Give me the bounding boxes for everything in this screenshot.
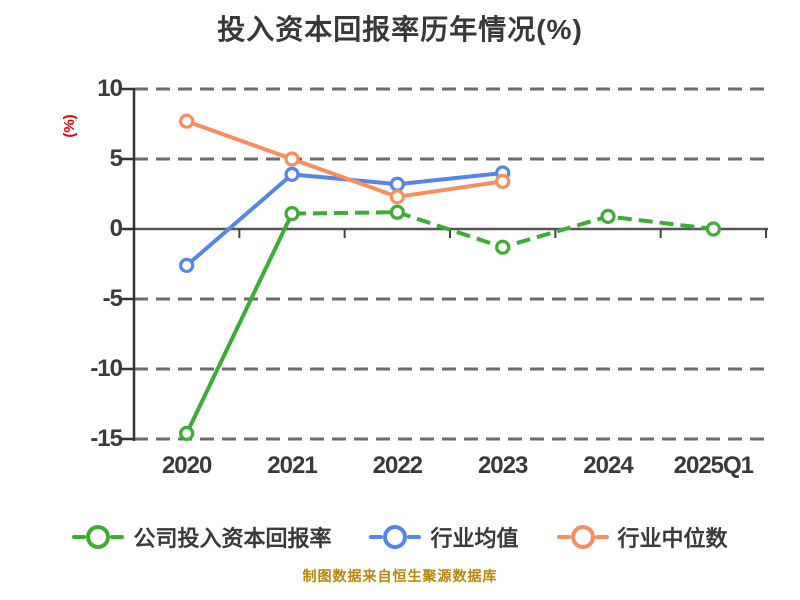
x-tick-label: 2024 — [583, 452, 633, 479]
data-point-marker — [284, 166, 300, 182]
legend-line-icon — [407, 535, 422, 539]
legend-item-company-roic: 公司投入资本回报率 — [72, 521, 331, 553]
data-point-marker — [705, 221, 721, 237]
x-tick-label: 2022 — [372, 452, 423, 479]
y-tick-label: -10 — [90, 355, 123, 382]
data-point-marker — [284, 206, 300, 222]
data-point-marker — [284, 151, 300, 167]
legend-line-icon — [72, 535, 87, 539]
legend: 公司投入资本回报率 行业均值 行业中位数 — [0, 515, 800, 559]
x-tick-label: 2020 — [161, 452, 212, 479]
y-tick-label: -5 — [102, 285, 123, 312]
data-point-marker — [179, 257, 195, 273]
legend-line-icon — [110, 535, 125, 539]
data-point-marker — [389, 176, 405, 192]
series-line — [184, 119, 505, 199]
legend-label: 行业均值 — [430, 526, 519, 551]
legend-line-icon — [556, 535, 571, 539]
data-point-marker — [389, 204, 405, 220]
x-tick-label: 2021 — [267, 452, 317, 479]
footer-source-note: 制图数据来自恒生聚源数据库 — [302, 568, 498, 584]
legend-item-industry-median: 行业中位数 — [556, 521, 728, 553]
data-point-marker — [495, 239, 511, 255]
legend-marker-icon — [383, 525, 408, 549]
y-tick-label: 5 — [109, 145, 123, 172]
legend-label: 行业中位数 — [617, 526, 728, 551]
legend-item-industry-mean: 行业均值 — [369, 521, 519, 553]
legend-marker-icon — [86, 525, 111, 549]
data-point-marker — [389, 189, 405, 205]
y-tick-label: 10 — [97, 75, 123, 102]
x-tick-label: 2023 — [477, 452, 528, 479]
data-point-marker — [179, 113, 195, 129]
legend-line-icon — [594, 535, 609, 539]
legend-marker-icon — [570, 525, 595, 549]
y-tick-label: -15 — [90, 425, 123, 452]
x-tick-label: 2025Q1 — [673, 452, 754, 479]
series-line-solid — [184, 211, 294, 436]
legend-line-icon — [369, 535, 384, 539]
y-tick-label: 0 — [109, 215, 123, 242]
chart-title: 投入资本回报率历年情况(%) — [217, 14, 583, 45]
data-point-marker — [600, 208, 616, 224]
legend-label: 公司投入资本回报率 — [133, 526, 332, 551]
data-point-marker — [179, 425, 195, 441]
data-point-marker — [495, 173, 511, 189]
